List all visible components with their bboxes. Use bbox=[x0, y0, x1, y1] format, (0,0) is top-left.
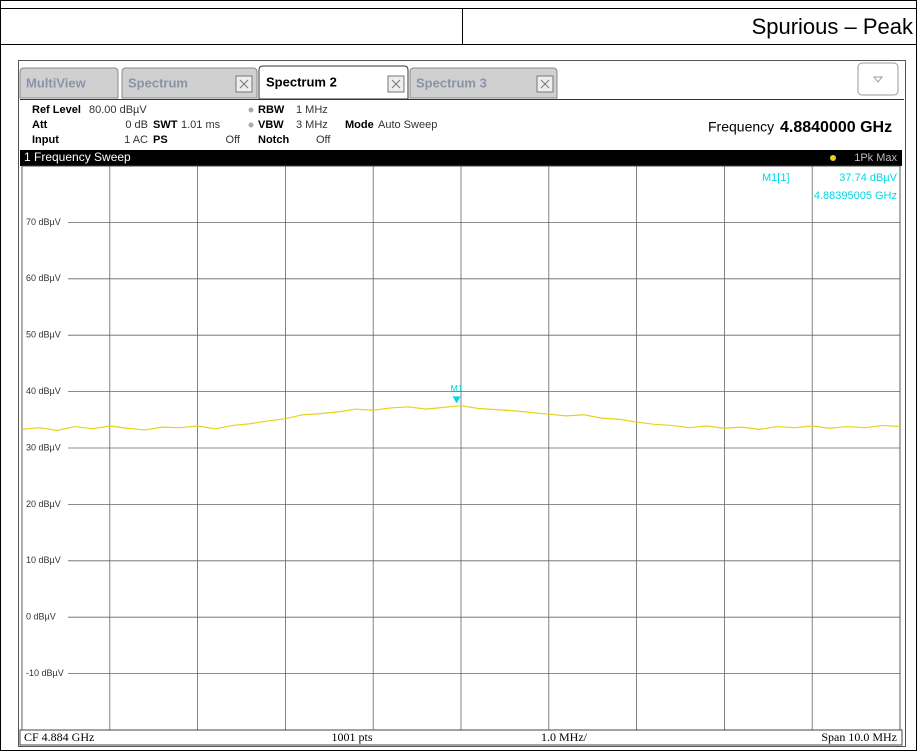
dropdown-icon bbox=[872, 76, 884, 83]
setting-label: Att bbox=[32, 119, 48, 131]
setting-value: Off bbox=[316, 134, 331, 146]
tab[interactable] bbox=[409, 67, 558, 99]
marker-name: M1[1] bbox=[762, 172, 790, 184]
setting-value: 3 MHz bbox=[296, 119, 328, 131]
tab-label: Spectrum 2 bbox=[266, 74, 337, 89]
frequency-value: 4.8840000 GHz bbox=[780, 119, 892, 136]
y-tick-label: 0 dBµV bbox=[26, 612, 56, 622]
frequency-label: Frequency bbox=[708, 119, 774, 135]
marker-label: M1 bbox=[450, 384, 463, 394]
y-tick-label: 20 dBµV bbox=[26, 499, 61, 509]
setting-label: PS bbox=[153, 134, 168, 146]
y-tick-label: -10 dBµV bbox=[26, 668, 64, 678]
y-tick-label: 70 dBµV bbox=[26, 217, 61, 227]
y-tick-label: 50 dBµV bbox=[26, 330, 61, 340]
close-icon bbox=[540, 79, 550, 89]
tab-active[interactable] bbox=[258, 65, 409, 100]
marker bbox=[452, 396, 461, 404]
sweep-bar bbox=[20, 150, 902, 166]
close-icon bbox=[239, 79, 249, 89]
status-dot bbox=[248, 122, 254, 128]
setting-value: 80.00 dBµV bbox=[89, 104, 147, 116]
tab-label: Spectrum 3 bbox=[416, 75, 487, 90]
y-tick-label: 10 dBµV bbox=[26, 555, 61, 565]
legend-swatch bbox=[830, 155, 836, 161]
setting-value: Off bbox=[226, 134, 241, 146]
legend-label: 1Pk Max bbox=[854, 152, 897, 164]
setting-label: Ref Level bbox=[32, 104, 81, 116]
y-tick-label: 30 dBµV bbox=[26, 442, 61, 452]
footer-per-div: 1.0 MHz/ bbox=[541, 730, 588, 744]
header-title: Spurious – Peak bbox=[752, 14, 914, 39]
tab-label: MultiView bbox=[26, 75, 87, 90]
status-dot bbox=[248, 107, 254, 113]
setting-value: 0 dB bbox=[125, 119, 148, 131]
tab[interactable] bbox=[121, 67, 258, 99]
footer-span: Span 10.0 MHz bbox=[821, 730, 897, 744]
setting-value: Auto Sweep bbox=[378, 119, 437, 131]
marker-frequency: 4.88395005 GHz bbox=[814, 190, 897, 202]
y-tick-label: 40 dBµV bbox=[26, 386, 61, 396]
setting-value: 1 MHz bbox=[296, 104, 328, 116]
marker-value: 37.74 dBµV bbox=[839, 172, 897, 184]
setting-label: Notch bbox=[258, 134, 289, 146]
footer-cf: CF 4.884 GHz bbox=[24, 730, 94, 744]
setting-label: RBW bbox=[258, 104, 285, 116]
setting-label: SWT bbox=[153, 119, 178, 131]
footer-bar bbox=[19, 729, 903, 746]
footer-points: 1001 pts bbox=[331, 730, 372, 744]
tab-label: Spectrum bbox=[128, 75, 188, 90]
dropdown[interactable] bbox=[857, 62, 899, 96]
setting-value: 1 AC bbox=[124, 134, 148, 146]
chart-title: 1 Frequency Sweep bbox=[24, 150, 131, 164]
y-tick-label: 60 dBµV bbox=[26, 273, 61, 283]
trace bbox=[21, 405, 901, 432]
setting-label: Mode bbox=[345, 119, 374, 131]
setting-label: VBW bbox=[258, 119, 284, 131]
close-icon bbox=[391, 79, 401, 89]
tab[interactable] bbox=[19, 67, 119, 99]
setting-value: 1.01 ms bbox=[181, 119, 221, 131]
setting-label: Input bbox=[32, 134, 59, 146]
